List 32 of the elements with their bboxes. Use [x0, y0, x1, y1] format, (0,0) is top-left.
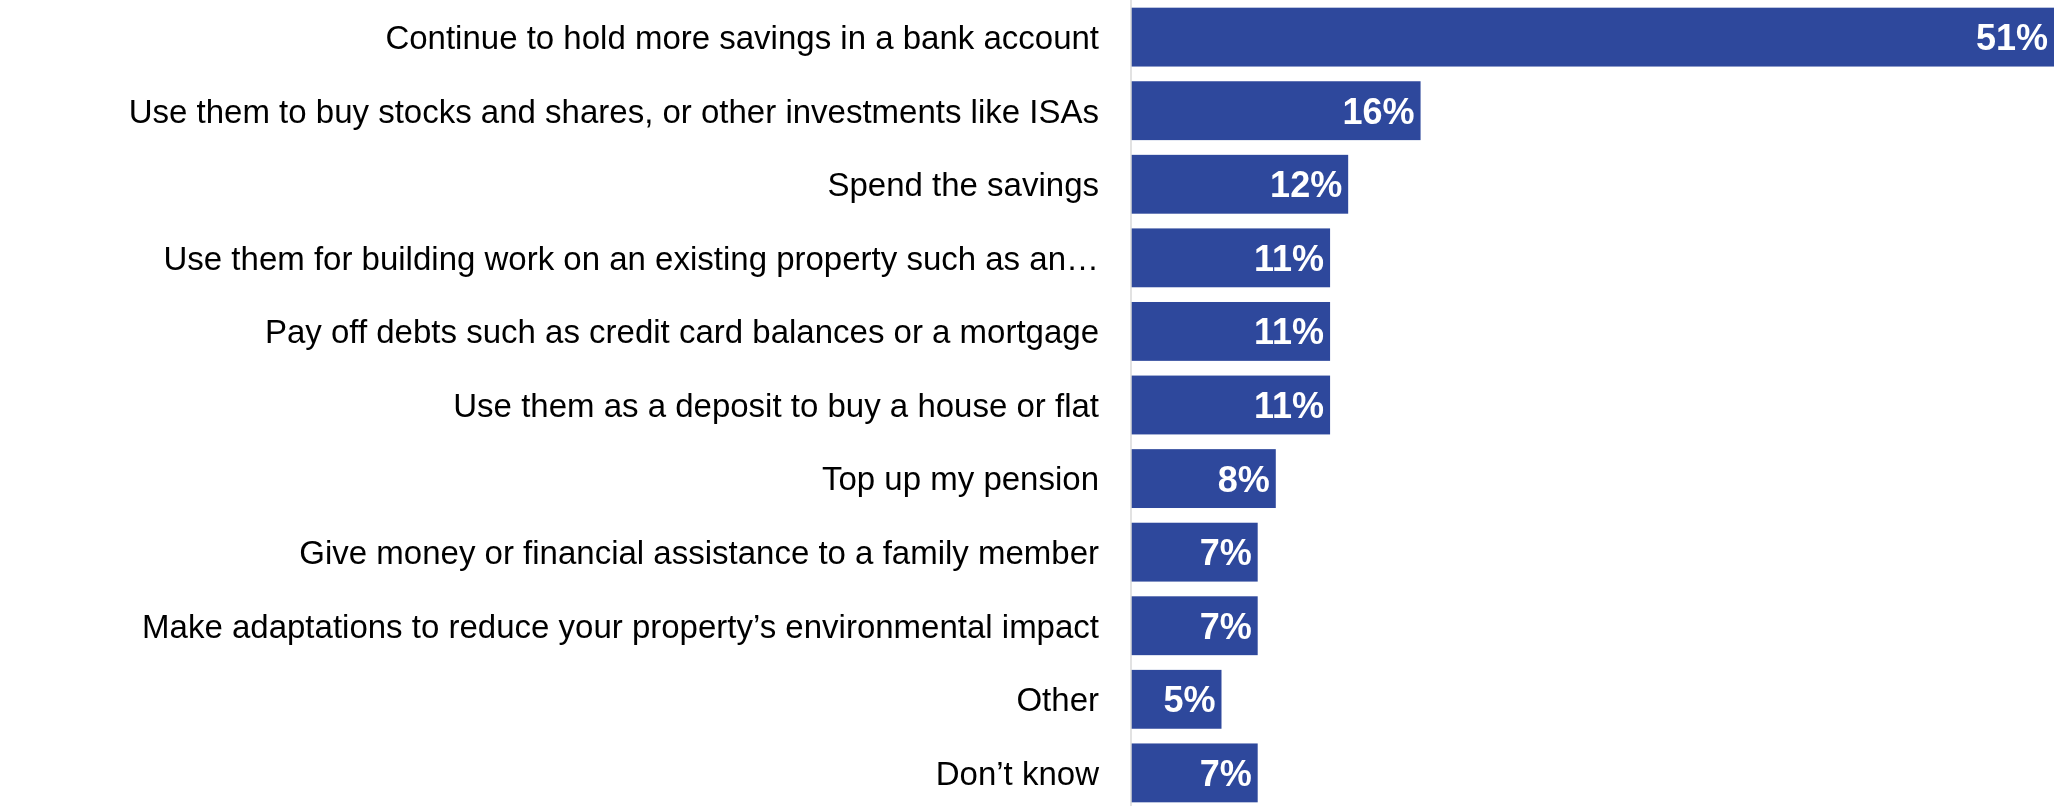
- data-label: 12%: [1270, 164, 1343, 206]
- data-label: 11%: [1254, 384, 1325, 426]
- bar: [1131, 81, 1421, 141]
- bar: [1131, 301, 1331, 361]
- y-tick-label: Don’t know: [935, 754, 1100, 792]
- data-label: 11%: [1254, 311, 1325, 353]
- bar: [1131, 522, 1258, 582]
- bar: [1131, 154, 1349, 214]
- y-tick-label: Make adaptations to reduce your property’s environmental impact: [142, 607, 1099, 645]
- y-tick-label: Spend the savings: [827, 166, 1099, 204]
- data-label: 7%: [1199, 752, 1252, 794]
- data-label: 51%: [1975, 17, 2048, 59]
- data-label: 8%: [1217, 458, 1270, 500]
- bar: [1131, 7, 2054, 67]
- y-tick-label: Use them for building work on an existing property such as an…: [163, 239, 1099, 277]
- data-label: 5%: [1163, 679, 1216, 721]
- y-tick-label: Use them to buy stocks and shares, or other investments like ISAs: [128, 92, 1099, 130]
- y-tick-label: Use them as a deposit to buy a house or flat: [453, 386, 1099, 424]
- data-label: 7%: [1199, 532, 1252, 574]
- bar: [1131, 228, 1331, 288]
- y-tick-label: Other: [1016, 681, 1099, 719]
- bar: [1131, 375, 1331, 435]
- data-label: 7%: [1199, 605, 1252, 647]
- bar: [1131, 449, 1276, 509]
- bar: [1131, 596, 1258, 656]
- y-tick-label: Pay off debts such as credit card balances or a mortgage: [264, 313, 1099, 351]
- data-label: 16%: [1342, 90, 1415, 132]
- y-tick-label: Continue to hold more savings in a bank account: [385, 18, 1099, 56]
- y-tick-label: Give money or financial assistance to a family member: [299, 534, 1100, 572]
- y-tick-label: Top up my pension: [821, 460, 1099, 498]
- bar: [1131, 743, 1258, 803]
- data-label: 11%: [1254, 237, 1325, 279]
